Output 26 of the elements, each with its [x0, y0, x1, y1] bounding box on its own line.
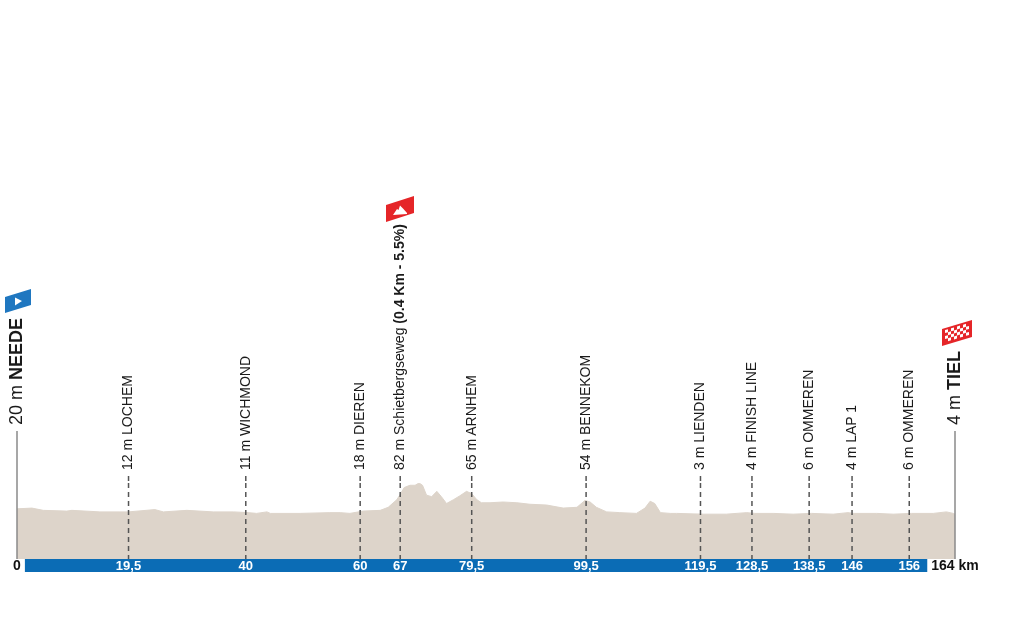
x-tick-label: 119,5	[684, 557, 717, 573]
annotation: 82 m Schietbergseweg (0.4 Km - 5.5%)	[391, 224, 408, 470]
annotation: 4 m LAP 1	[842, 404, 859, 470]
annotation: 11 m WICHMOND	[236, 355, 253, 470]
x-tick-label: 164 km	[931, 556, 979, 573]
annotation: 3 m LIENDEN	[691, 382, 708, 470]
annotation: 6 m OMMEREN	[900, 369, 917, 470]
annotation: 4 m TIEL	[943, 350, 964, 425]
x-tick-label: 146	[841, 557, 863, 573]
x-tick-label: 138,5	[792, 557, 826, 573]
x-tick-label: 79,5	[459, 557, 485, 573]
x-tick-label: 19,5	[115, 557, 142, 573]
x-tick-label: 0	[13, 556, 22, 573]
annotation: 12 m LOCHEM	[119, 375, 136, 470]
annotation: 4 m FINISH LINE	[742, 361, 759, 470]
annotation: 6 m OMMEREN	[800, 369, 817, 470]
annotation: 65 m ARNHEM	[462, 375, 479, 470]
annotation: 18 m DIEREN	[351, 382, 368, 470]
x-tick-label: 60	[352, 557, 368, 573]
x-tick-label: 99,5	[573, 557, 599, 573]
x-tick-label: 156	[898, 557, 921, 573]
x-tick-label: 40	[238, 557, 254, 573]
annotation: 54 m BENNEKOM	[576, 354, 593, 470]
x-tick-label: 67	[392, 557, 408, 573]
x-tick-label: 128,5	[735, 557, 769, 573]
annotation: 20 m NEEDE	[5, 317, 26, 425]
